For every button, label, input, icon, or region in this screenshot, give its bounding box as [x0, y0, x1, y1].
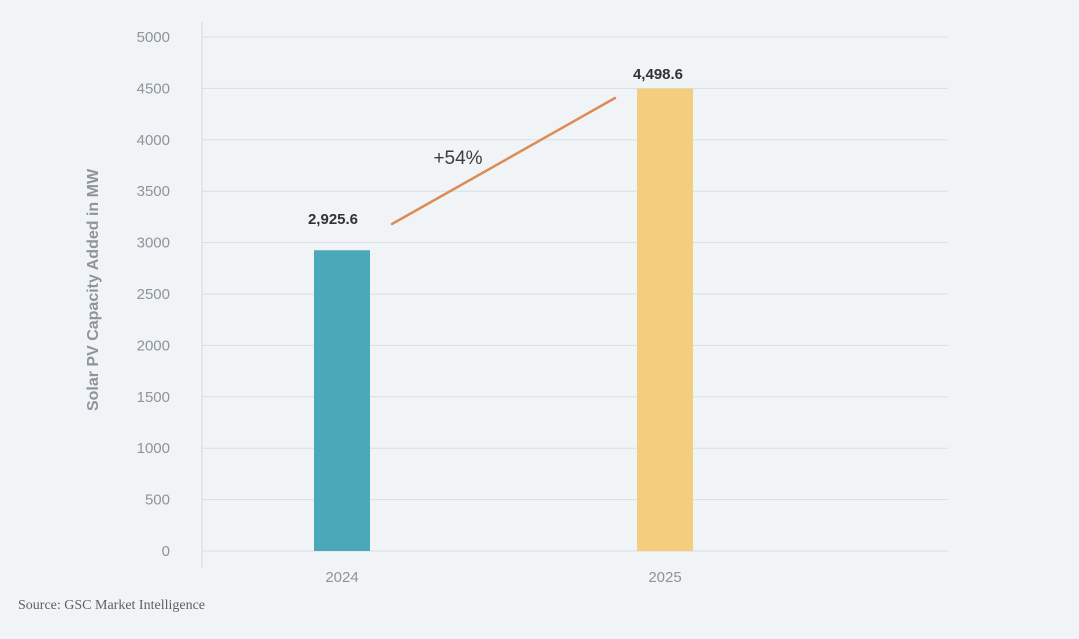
y-tick-label: 1000 — [137, 440, 170, 457]
y-tick-label: 4000 — [137, 132, 170, 149]
y-axis-title: Solar PV Capacity Added in MW — [85, 168, 102, 411]
y-tick-label: 2500 — [137, 286, 170, 303]
data-labels: 2,925.6 4,498.6 — [308, 66, 683, 228]
data-label: 2,925.6 — [308, 211, 358, 228]
y-tick-label: 2000 — [137, 337, 170, 354]
x-tick-label: 2025 — [648, 569, 681, 586]
bar-2025 — [637, 88, 693, 552]
data-label: 4,498.6 — [633, 66, 683, 83]
y-tick-label: 1500 — [137, 389, 170, 406]
gridlines — [202, 36, 948, 552]
y-tick-label: 3500 — [137, 183, 170, 200]
y-tick-label: 3000 — [137, 235, 170, 252]
y-tick-label: 500 — [145, 492, 170, 509]
source-note: Source: GSC Market Intelligence — [18, 598, 206, 613]
x-tick-labels: 2024 2025 — [325, 569, 681, 586]
y-tick-label: 5000 — [137, 29, 170, 46]
y-tick-label: 4500 — [137, 80, 170, 97]
bar-2024 — [314, 250, 370, 551]
growth-annotation: +54% — [433, 148, 482, 169]
x-tick-label: 2024 — [325, 569, 358, 586]
y-tick-label: 0 — [162, 543, 170, 560]
growth-trend-line — [390, 96, 617, 226]
bars — [314, 88, 693, 552]
y-tick-labels: 0 500 1000 1500 2000 2500 3000 3500 4000 4500 5000 — [137, 29, 170, 560]
